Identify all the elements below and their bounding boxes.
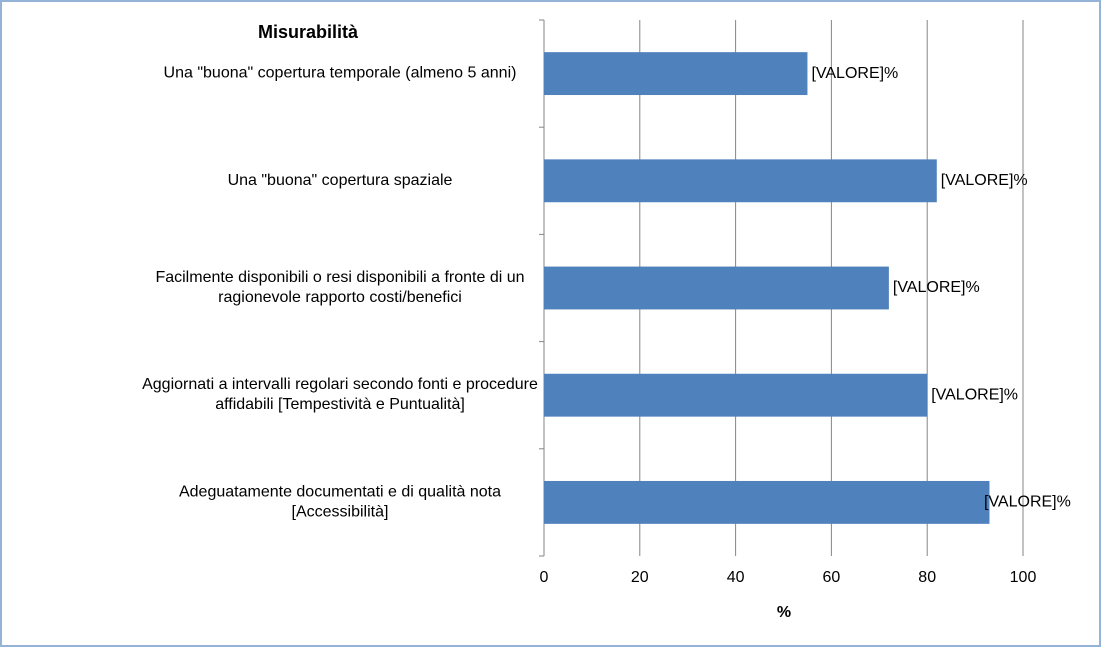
y-tick-label-line: Facilmente disponibili o resi disponibil… <box>155 269 524 286</box>
y-tick-label-line: Adeguatamente documentati e di qualità n… <box>179 484 501 501</box>
x-tick-label: 0 <box>540 569 549 586</box>
x-tick-label: 60 <box>823 569 841 586</box>
y-tick-label-line: ragionevole rapporto costi/benefici <box>218 289 462 306</box>
y-tick-label: Facilmente disponibili o resi disponibil… <box>155 269 524 306</box>
data-label: [VALORE]% <box>811 65 898 82</box>
y-tick-label: Aggiornati a intervalli regolari secondo… <box>142 376 538 413</box>
bar <box>544 480 990 524</box>
data-label: [VALORE]% <box>893 279 980 296</box>
x-tick-label: 100 <box>1010 569 1037 586</box>
y-tick-label-line: Una "buona" copertura temporale (almeno … <box>164 65 517 82</box>
y-tick-label: Una "buona" copertura temporale (almeno … <box>164 65 517 82</box>
bar <box>544 373 928 417</box>
data-label: [VALORE]% <box>941 172 1028 189</box>
y-tick-label: Una "buona" copertura spaziale <box>228 172 453 189</box>
x-axis-label: % <box>777 604 791 621</box>
y-tick-label-line: [Accessibilità] <box>292 504 389 521</box>
x-tick-label: 40 <box>727 569 745 586</box>
y-tick-label-line: Una "buona" copertura spaziale <box>228 172 453 189</box>
y-tick-label: Adeguatamente documentati e di qualità n… <box>179 484 501 521</box>
x-tick-label: 80 <box>918 569 936 586</box>
data-label: [VALORE]% <box>931 386 1018 403</box>
y-tick-label-line: affidabili [Tempestività e Puntualità] <box>215 396 465 413</box>
x-tick-label: 20 <box>631 569 649 586</box>
bar <box>544 159 937 203</box>
y-tick-label-line: Aggiornati a intervalli regolari secondo… <box>142 376 538 393</box>
bar <box>544 52 808 96</box>
data-label: [VALORE]% <box>984 494 1071 511</box>
bar <box>544 266 889 310</box>
chart-title: Misurabilità <box>258 22 359 42</box>
